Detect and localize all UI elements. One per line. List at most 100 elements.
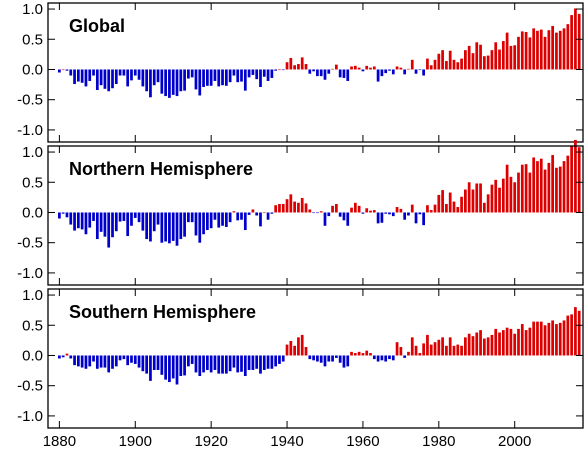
bar-1904 [149, 212, 152, 242]
bar-1986 [460, 196, 463, 213]
bar-1926 [232, 211, 236, 213]
bar-1937 [274, 69, 278, 71]
bar-1993 [486, 194, 490, 213]
bar-1929 [243, 69, 247, 91]
y-tick-label: 1.0 [22, 287, 43, 304]
bar-1967 [388, 69, 391, 71]
bar-1957 [350, 207, 353, 213]
bar-1941 [289, 340, 293, 356]
bar-1953 [335, 355, 338, 358]
bar-1974 [414, 345, 418, 356]
bar-1886 [80, 69, 84, 83]
bar-1941 [289, 58, 293, 70]
bar-1936 [270, 212, 274, 214]
bar-1885 [76, 69, 80, 82]
bar-1958 [353, 202, 357, 213]
bar-1889 [92, 212, 95, 221]
bar-1922 [217, 212, 221, 228]
bar-1997 [501, 41, 505, 70]
bar-1989 [471, 53, 475, 70]
y-tick-label: 0.0 [22, 347, 43, 364]
bar-2004 [528, 327, 532, 356]
bar-1947 [312, 69, 315, 72]
bar-1943 [297, 202, 300, 213]
bar-1913 [183, 355, 186, 376]
y-tick-label: -1.0 [17, 265, 43, 282]
bar-1985 [456, 207, 460, 213]
bar-1994 [490, 50, 494, 70]
bar-1916 [194, 355, 198, 373]
bar-1903 [145, 69, 149, 92]
bar-1968 [391, 212, 395, 217]
y-tick-label: 0.5 [22, 317, 43, 334]
bar-1921 [213, 212, 217, 220]
bar-1993 [486, 55, 490, 70]
bar-1954 [338, 355, 342, 363]
bar-1950 [323, 212, 327, 226]
bar-1981 [441, 190, 444, 213]
bar-1948 [316, 69, 319, 77]
bar-1988 [467, 45, 471, 70]
bar-1899 [130, 355, 133, 363]
bar-1883 [69, 212, 73, 225]
bar-1981 [441, 337, 444, 356]
bar-1895 [114, 355, 118, 367]
bar-1945 [304, 203, 308, 213]
bar-1897 [122, 212, 126, 221]
bar-2006 [536, 321, 539, 356]
bar-2011 [555, 32, 558, 70]
bar-1986 [460, 58, 463, 70]
bar-2001 [517, 172, 520, 213]
bar-1988 [467, 182, 471, 213]
bar-1961 [365, 350, 369, 356]
bar-1920 [209, 69, 213, 86]
bar-2002 [520, 324, 524, 356]
bar-1954 [338, 212, 342, 217]
plot-frame [47, 288, 584, 429]
plot-frame [47, 145, 584, 286]
bar-2014 [566, 155, 570, 213]
bar-1987 [464, 337, 467, 356]
bar-1984 [452, 345, 456, 356]
bar-1991 [479, 183, 482, 213]
panel-3: 1.0 0.5 0.0 -0.5 -1.0 Southern Hemisphere 1880… [17, 287, 584, 450]
bar-1931 [251, 69, 255, 75]
bar-1944 [300, 57, 304, 70]
bar-1979 [433, 59, 437, 70]
bar-1942 [293, 345, 296, 356]
bar-1949 [319, 69, 323, 77]
bar-1911 [175, 212, 179, 246]
bar-1959 [357, 67, 361, 70]
bar-1929 [243, 212, 247, 231]
bar-2007 [539, 29, 543, 70]
x-tick-label: 1960 [346, 433, 379, 450]
panel-1: 1.0 0.5 0.0 -0.5 -1.0 Global [17, 1, 584, 143]
bar-1990 [475, 332, 479, 356]
bar-1941 [289, 194, 293, 213]
bar-1928 [240, 212, 243, 220]
bar-1935 [266, 69, 270, 81]
bar-2003 [524, 330, 528, 356]
bar-1887 [84, 69, 88, 87]
x-tick-label: 1940 [270, 433, 303, 450]
panel-title: Northern Hemisphere [69, 159, 253, 179]
bar-2004 [528, 37, 532, 70]
bar-2015 [570, 15, 573, 70]
bar-1994 [490, 184, 494, 213]
bar-1908 [164, 355, 167, 380]
bar-1904 [149, 69, 152, 98]
bar-2003 [524, 32, 528, 70]
bar-1936 [270, 69, 274, 78]
bar-1905 [152, 212, 156, 232]
bar-1911 [175, 69, 179, 97]
bar-1990 [475, 42, 479, 70]
bar-2005 [532, 157, 536, 213]
bar-1895 [114, 212, 118, 232]
bar-1999 [509, 45, 513, 70]
bar-1947 [312, 212, 315, 214]
bar-1979 [433, 204, 437, 213]
bar-1890 [95, 69, 99, 91]
bar-1900 [133, 69, 137, 76]
bar-1914 [187, 212, 190, 223]
bar-1947 [312, 355, 315, 361]
